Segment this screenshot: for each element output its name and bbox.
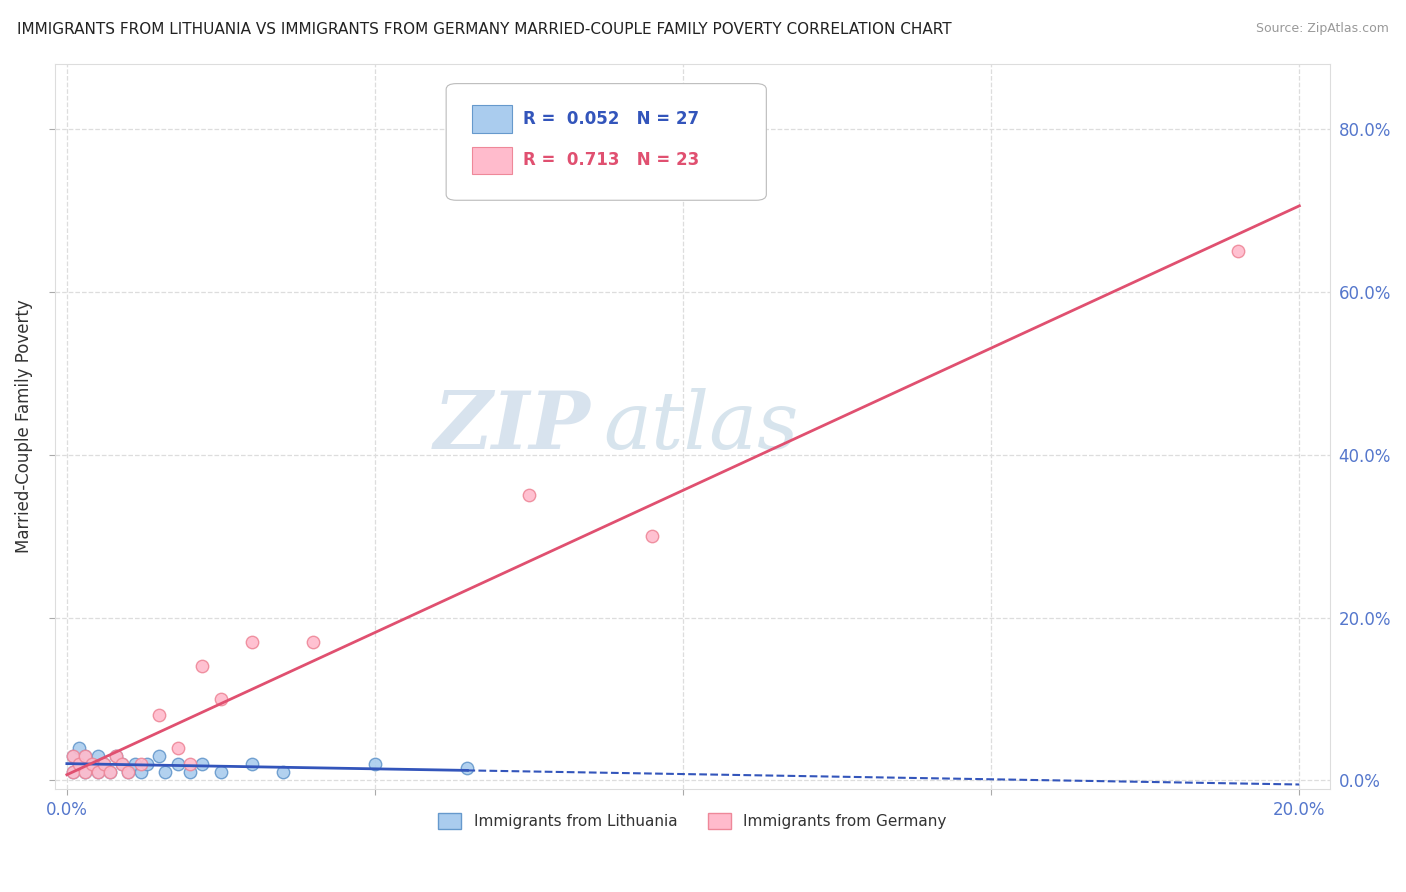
- Point: [1226, 244, 1249, 259]
- Point: [86, 765, 108, 780]
- Point: [67, 757, 90, 772]
- Point: [80, 757, 103, 772]
- Point: [117, 765, 139, 780]
- Text: Source: ZipAtlas.com: Source: ZipAtlas.com: [1256, 22, 1389, 36]
- Point: [240, 635, 263, 649]
- Point: [129, 757, 152, 772]
- Text: R =  0.713   N = 23: R = 0.713 N = 23: [523, 152, 699, 169]
- Text: ZIP: ZIP: [433, 387, 591, 465]
- Y-axis label: Married-Couple Family Poverty: Married-Couple Family Poverty: [15, 300, 32, 553]
- Point: [129, 765, 152, 780]
- Point: [117, 765, 139, 780]
- Point: [456, 761, 478, 775]
- Point: [111, 757, 134, 772]
- Point: [62, 748, 84, 763]
- Point: [191, 659, 214, 673]
- Point: [179, 765, 201, 780]
- Point: [148, 748, 170, 763]
- Point: [62, 765, 84, 780]
- Point: [67, 740, 90, 755]
- Point: [166, 757, 188, 772]
- Point: [105, 748, 128, 763]
- Point: [93, 757, 115, 772]
- Point: [98, 765, 121, 780]
- Point: [105, 748, 128, 763]
- FancyBboxPatch shape: [446, 84, 766, 201]
- Point: [148, 708, 170, 723]
- Text: atlas: atlas: [603, 387, 799, 465]
- Point: [364, 757, 387, 772]
- Point: [191, 757, 214, 772]
- Point: [240, 757, 263, 772]
- Legend: Immigrants from Lithuania, Immigrants from Germany: Immigrants from Lithuania, Immigrants fr…: [432, 807, 952, 835]
- Point: [111, 757, 134, 772]
- Point: [98, 765, 121, 780]
- Point: [271, 765, 294, 780]
- FancyBboxPatch shape: [471, 146, 512, 174]
- Point: [75, 748, 97, 763]
- Point: [62, 748, 84, 763]
- Point: [155, 765, 177, 780]
- Text: R =  0.052   N = 27: R = 0.052 N = 27: [523, 110, 699, 128]
- Text: IMMIGRANTS FROM LITHUANIA VS IMMIGRANTS FROM GERMANY MARRIED-COUPLE FAMILY POVER: IMMIGRANTS FROM LITHUANIA VS IMMIGRANTS …: [17, 22, 952, 37]
- Point: [67, 757, 90, 772]
- Point: [179, 757, 201, 772]
- Point: [86, 765, 108, 780]
- FancyBboxPatch shape: [471, 105, 512, 133]
- Point: [124, 757, 146, 772]
- Point: [75, 765, 97, 780]
- Point: [209, 765, 232, 780]
- Point: [75, 748, 97, 763]
- Point: [517, 488, 540, 502]
- Point: [641, 529, 664, 543]
- Point: [80, 757, 103, 772]
- Point: [302, 635, 325, 649]
- Point: [75, 765, 97, 780]
- Point: [166, 740, 188, 755]
- Point: [86, 748, 108, 763]
- Point: [62, 765, 84, 780]
- Point: [136, 757, 159, 772]
- Point: [93, 757, 115, 772]
- Point: [209, 692, 232, 706]
